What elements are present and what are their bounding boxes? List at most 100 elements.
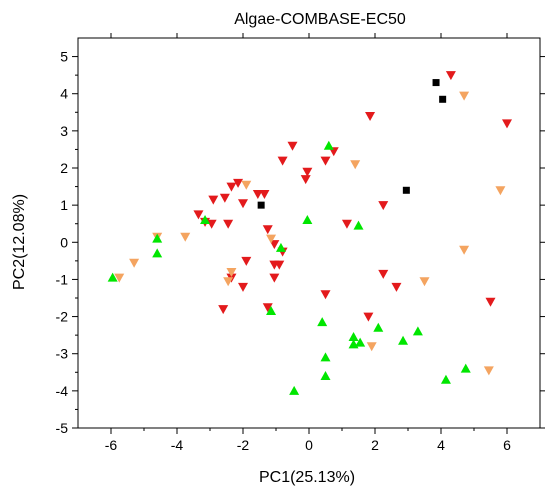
triangle-down-point xyxy=(483,366,494,376)
series-triangle-down xyxy=(193,71,512,322)
x-tick-label: -4 xyxy=(171,437,184,453)
triangle-down-point xyxy=(419,277,430,287)
triangle-up-point xyxy=(200,215,211,224)
triangle-up-point xyxy=(302,215,313,224)
x-tick-label: 6 xyxy=(503,437,511,453)
y-tick-label: 2 xyxy=(60,160,68,176)
square-point xyxy=(257,201,265,209)
triangle-down-point xyxy=(218,305,229,315)
triangle-down-point xyxy=(223,277,234,287)
y-tick-label: -5 xyxy=(56,420,69,436)
x-tick-label: 4 xyxy=(437,437,445,453)
triangle-down-point xyxy=(363,312,374,322)
y-tick-label: -2 xyxy=(56,309,69,325)
y-tick-label: -3 xyxy=(56,346,69,362)
y-tick-label: 1 xyxy=(60,197,68,213)
triangle-up-point xyxy=(355,337,366,347)
triangle-down-point xyxy=(320,290,331,300)
square-point xyxy=(439,95,447,103)
series-triangle-down xyxy=(114,91,506,376)
x-tick-label: 2 xyxy=(371,437,379,453)
triangle-down-point xyxy=(277,156,288,166)
triangle-down-point xyxy=(378,201,389,211)
triangle-down-point xyxy=(208,195,219,205)
triangle-up-point xyxy=(412,326,423,336)
triangle-down-point xyxy=(114,273,125,283)
triangle-down-point xyxy=(241,180,252,190)
y-tick-label: 4 xyxy=(60,86,68,102)
triangle-down-point xyxy=(193,210,204,220)
triangle-down-point xyxy=(320,156,331,166)
x-tick-label: -6 xyxy=(105,437,118,453)
triangle-up-point xyxy=(353,220,364,230)
square-point xyxy=(402,186,410,194)
y-tick-label: 5 xyxy=(60,49,68,65)
triangle-up-point xyxy=(323,140,334,150)
triangle-down-point xyxy=(495,186,506,196)
triangle-up-point xyxy=(348,339,359,349)
triangle-down-point xyxy=(287,141,298,151)
triangle-up-point xyxy=(460,363,471,373)
triangle-down-point xyxy=(300,175,311,185)
triangle-up-point xyxy=(398,335,409,345)
triangle-up-point xyxy=(373,322,384,332)
triangle-down-point xyxy=(502,119,512,129)
triangle-down-point xyxy=(259,190,270,199)
triangle-down-point xyxy=(206,219,217,229)
triangle-down-point xyxy=(252,190,263,199)
triangle-up-point xyxy=(266,306,277,315)
triangle-down-point xyxy=(219,193,230,203)
triangle-down-point xyxy=(445,71,456,81)
triangle-up-point xyxy=(152,233,163,243)
triangle-down-point xyxy=(269,273,280,283)
triangle-down-point xyxy=(129,258,140,268)
triangle-down-point xyxy=(378,269,389,279)
triangle-up-point xyxy=(289,385,300,395)
triangle-up-point xyxy=(152,248,163,258)
y-tick-label: -4 xyxy=(56,383,69,399)
plot-axes: -6 -4 -2 0 2 4 6 -5 -4 -3 -2 -1 0 1 2 3 4 5 xyxy=(56,33,545,453)
triangle-down-point xyxy=(302,167,313,177)
triangle-down-point xyxy=(238,199,248,209)
triangle-up-point xyxy=(440,374,451,384)
y-tick-label: 3 xyxy=(60,123,68,139)
triangle-down-point xyxy=(266,234,277,244)
triangle-down-point xyxy=(269,240,280,250)
triangle-up-point xyxy=(275,242,286,252)
plot-frame xyxy=(77,37,541,429)
y-axis-label: PC2(12.08%) xyxy=(11,194,28,290)
triangle-up-point xyxy=(317,317,328,327)
series-square xyxy=(257,79,447,209)
triangle-down-point xyxy=(238,282,248,292)
series-triangle-up xyxy=(107,140,471,395)
x-tick-label: 0 xyxy=(305,437,313,453)
triangle-down-point xyxy=(262,303,273,313)
triangle-down-point xyxy=(223,219,234,229)
x-tick-label: -2 xyxy=(237,437,250,453)
triangle-down-point xyxy=(233,178,244,188)
triangle-down-point xyxy=(226,268,237,277)
triangle-down-point xyxy=(459,91,470,101)
y-tick-label: -1 xyxy=(56,271,69,287)
square-point xyxy=(432,79,440,87)
triangle-up-point xyxy=(320,371,331,380)
chart-title: Algae-COMBASE-EC50 xyxy=(234,11,406,28)
triangle-down-point xyxy=(459,245,470,255)
y-tick-label: 0 xyxy=(60,234,68,250)
triangle-down-point xyxy=(226,182,237,192)
x-axis-label: PC1(25.13%) xyxy=(259,469,355,486)
triangle-down-point xyxy=(365,112,376,121)
triangle-down-point xyxy=(485,297,496,307)
triangle-down-point xyxy=(366,342,377,352)
data-points xyxy=(107,71,512,395)
triangle-down-point xyxy=(180,232,191,242)
triangle-down-point xyxy=(341,219,352,229)
triangle-down-point xyxy=(262,225,273,235)
triangle-up-point xyxy=(107,272,118,282)
triangle-down-point xyxy=(391,282,402,292)
triangle-down-point xyxy=(241,256,252,266)
triangle-up-point xyxy=(348,332,359,341)
triangle-down-point xyxy=(274,260,285,270)
